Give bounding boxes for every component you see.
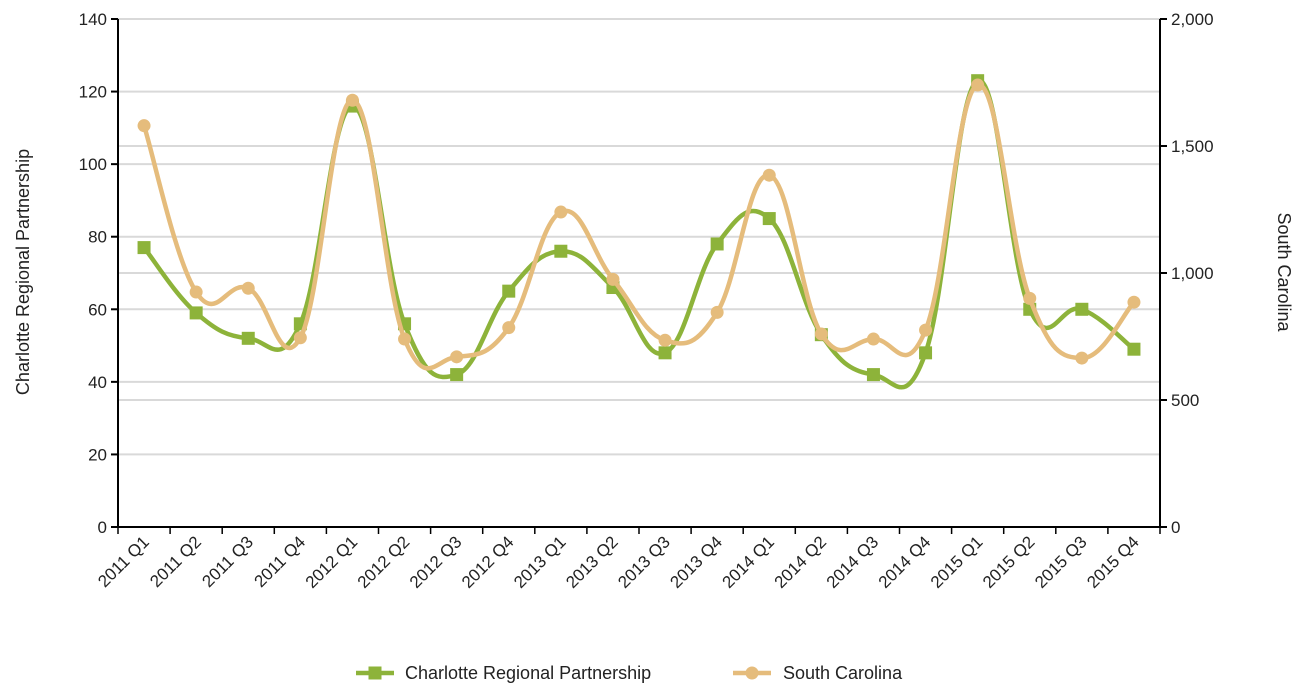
- series-layer: [137, 74, 1141, 390]
- axes: [111, 18, 1167, 534]
- y2-axis-title: South Carolina: [1274, 212, 1294, 332]
- x-tick-label: 2014 Q4: [875, 532, 935, 592]
- data-point-charlotte-regional-partnership: [1075, 302, 1089, 316]
- data-point-south-carolina: [762, 168, 776, 182]
- x-tick-label: 2014 Q3: [823, 532, 883, 592]
- data-point-south-carolina: [866, 332, 880, 346]
- x-tick-label: 2015 Q1: [927, 532, 987, 592]
- data-point-south-carolina: [137, 119, 151, 133]
- y2-tick-label: 2,000: [1171, 10, 1214, 29]
- x-tick-label: 2013 Q2: [562, 532, 622, 592]
- data-point-south-carolina: [189, 285, 203, 299]
- x-tick-label: 2014 Q2: [771, 532, 831, 592]
- y-axis-title: Charlotte Regional Partnership: [13, 149, 33, 395]
- data-point-south-carolina: [919, 323, 933, 337]
- y-tick-label: 100: [79, 155, 107, 174]
- data-point-south-carolina: [971, 78, 985, 92]
- y-tick-label: 140: [79, 10, 107, 29]
- data-point-south-carolina: [1023, 291, 1037, 305]
- data-point-charlotte-regional-partnership: [1127, 342, 1141, 356]
- y2-tick-label: 500: [1171, 391, 1199, 410]
- x-tick-label: 2011 Q2: [146, 532, 205, 591]
- x-tick-label: 2012 Q3: [406, 532, 466, 592]
- x-tick-label: 2015 Q3: [1031, 532, 1091, 592]
- x-tick-label: 2011 Q3: [198, 532, 257, 591]
- legend-marker-south-carolina: [745, 666, 759, 680]
- data-point-south-carolina: [606, 272, 620, 286]
- data-point-south-carolina: [345, 93, 359, 107]
- x-tick-label: 2015 Q4: [1083, 532, 1143, 592]
- x-tick-label: 2014 Q1: [719, 532, 779, 592]
- y-tick-label: 60: [88, 300, 107, 319]
- data-point-south-carolina: [1075, 351, 1089, 365]
- data-point-south-carolina: [1127, 295, 1141, 309]
- y-tick-label: 80: [88, 228, 107, 247]
- tick-labels: 0 20 40 60 80 100 120 140 0 500 1,000 1,500 2,000 201…: [79, 10, 1214, 592]
- data-point-charlotte-regional-partnership: [554, 244, 568, 258]
- legend-label-charlotte-regional-partnership: Charlotte Regional Partnership: [405, 663, 651, 683]
- gridlines: [118, 18, 1160, 456]
- data-point-south-carolina: [710, 305, 724, 319]
- data-point-south-carolina: [450, 350, 464, 364]
- x-tick-label: 2013 Q3: [614, 532, 674, 592]
- data-point-charlotte-regional-partnership: [710, 237, 724, 251]
- legend-label-south-carolina: South Carolina: [783, 663, 903, 683]
- series-line-south-carolina: [141, 82, 1137, 371]
- data-point-charlotte-regional-partnership: [502, 284, 516, 298]
- data-point-charlotte-regional-partnership: [450, 368, 464, 382]
- data-point-south-carolina: [814, 327, 828, 341]
- series-line-charlotte-regional-partnership: [141, 78, 1137, 390]
- x-tick-label: 2012 Q2: [354, 532, 414, 592]
- x-tick-label: 2015 Q2: [979, 532, 1039, 592]
- data-point-charlotte-regional-partnership: [919, 346, 933, 360]
- data-point-south-carolina: [293, 331, 307, 345]
- data-point-charlotte-regional-partnership: [189, 306, 203, 320]
- x-tick-label: 2012 Q1: [302, 532, 362, 592]
- y-tick-label: 120: [79, 83, 107, 102]
- data-point-south-carolina: [502, 321, 516, 335]
- x-tick-label: 2011 Q1: [94, 532, 153, 591]
- y2-tick-label: 1,500: [1171, 137, 1214, 156]
- data-point-south-carolina: [241, 281, 255, 295]
- y-tick-label: 0: [98, 518, 107, 537]
- data-point-charlotte-regional-partnership: [658, 346, 672, 360]
- data-point-south-carolina: [554, 205, 568, 219]
- y2-tick-label: 0: [1171, 518, 1180, 537]
- y-tick-label: 40: [88, 373, 107, 392]
- x-tick-label: 2013 Q1: [510, 532, 570, 592]
- data-point-south-carolina: [398, 332, 412, 346]
- y2-tick-label: 1,000: [1171, 264, 1214, 283]
- x-tick-label: 2012 Q4: [458, 532, 518, 592]
- legend-marker-charlotte-regional-partnership: [368, 666, 382, 680]
- data-point-charlotte-regional-partnership: [137, 241, 151, 255]
- data-point-charlotte-regional-partnership: [241, 331, 255, 345]
- y-tick-label: 20: [88, 445, 107, 464]
- x-tick-label: 2011 Q4: [251, 532, 310, 591]
- data-point-south-carolina: [658, 333, 672, 347]
- legend: Charlotte Regional Partnership South Caro…: [356, 663, 903, 683]
- data-point-charlotte-regional-partnership: [762, 212, 776, 226]
- x-tick-label: 2013 Q4: [666, 532, 726, 592]
- data-point-charlotte-regional-partnership: [866, 368, 880, 382]
